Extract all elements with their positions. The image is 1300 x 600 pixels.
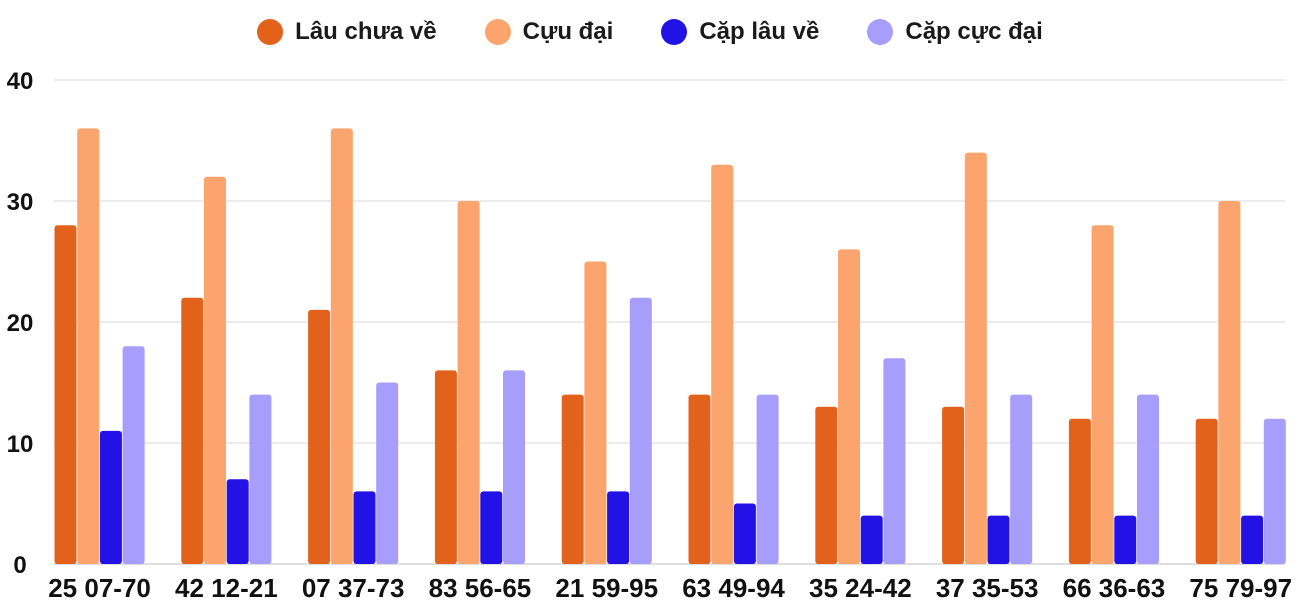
bar	[434, 370, 457, 564]
bar	[688, 394, 711, 564]
y-tick-label: 10	[7, 431, 34, 458]
bar	[607, 491, 630, 564]
legend-label: Cặp lâu về	[699, 18, 820, 45]
bar	[1263, 418, 1286, 564]
bar	[711, 164, 734, 564]
bar	[561, 394, 584, 564]
bar	[733, 503, 756, 564]
legend-item-cap-cuc-dai: Cặp cực đại	[867, 18, 1043, 46]
y-axis-ticks: 0 10 20 30 40	[7, 68, 34, 579]
legend-label: Cựu đại	[522, 18, 614, 45]
bar	[54, 225, 77, 564]
x-tick-label: 75 79-97	[1189, 573, 1292, 600]
bar	[964, 152, 987, 564]
bar	[226, 479, 249, 564]
x-tick-label: 07 37-73	[302, 573, 405, 600]
x-axis-ticks: 25 07-70 42 12-21 07 37-73 83 56-65 21 59-95…	[48, 573, 1292, 600]
bar	[883, 358, 906, 564]
bars	[54, 128, 1286, 565]
legend-swatch-icon	[257, 19, 284, 45]
bar	[987, 515, 1010, 564]
bar	[838, 249, 860, 564]
bar	[1010, 394, 1033, 564]
bar	[584, 261, 607, 564]
bar	[1091, 225, 1114, 564]
bar	[1068, 418, 1091, 564]
bar	[1195, 418, 1218, 564]
bar	[330, 128, 353, 564]
bar	[249, 394, 272, 564]
bar	[457, 201, 480, 564]
bar	[204, 176, 226, 565]
bar	[756, 394, 779, 564]
bar	[181, 297, 204, 564]
bar	[1218, 201, 1241, 564]
y-tick-label: 30	[7, 189, 34, 216]
bar	[77, 128, 100, 564]
bar	[503, 370, 525, 564]
legend-label: Cặp cực đại	[905, 18, 1043, 45]
bar	[1114, 515, 1137, 564]
legend-swatch-icon	[867, 19, 894, 45]
bar	[860, 515, 883, 564]
bar	[815, 406, 838, 564]
y-tick-label: 0	[13, 552, 26, 579]
legend-item-lau-chua-ve: Lâu chưa về	[257, 18, 437, 46]
bar	[1137, 394, 1159, 564]
x-tick-label: 42 12-21	[175, 573, 278, 600]
legend: Lâu chưa về Cựu đại Cặp lâu về Cặp cực đ…	[0, 14, 1300, 50]
x-tick-label: 37 35-53	[936, 573, 1039, 600]
bar	[629, 297, 652, 564]
x-tick-label: 35 24-42	[809, 573, 912, 600]
x-tick-label: 66 36-63	[1063, 573, 1166, 600]
y-tick-label: 40	[7, 68, 34, 95]
x-tick-label: 63 49-94	[682, 573, 785, 600]
x-tick-label: 83 56-65	[429, 573, 532, 600]
y-tick-label: 20	[7, 310, 34, 337]
x-tick-label: 21 59-95	[555, 573, 658, 600]
legend-item-cuu-dai: Cựu đại	[484, 18, 614, 46]
bar	[353, 491, 376, 564]
bar	[942, 406, 965, 564]
bar	[99, 430, 122, 564]
legend-label: Lâu chưa về	[295, 18, 437, 45]
bar	[480, 491, 503, 564]
legend-item-cap-lau-ve: Cặp lâu về	[661, 18, 819, 46]
bar	[376, 382, 399, 564]
legend-swatch-icon	[661, 19, 688, 45]
x-tick-label: 25 07-70	[48, 573, 151, 600]
bar	[122, 346, 145, 564]
legend-swatch-icon	[484, 19, 511, 45]
bar	[308, 309, 331, 564]
bar	[1241, 515, 1264, 564]
